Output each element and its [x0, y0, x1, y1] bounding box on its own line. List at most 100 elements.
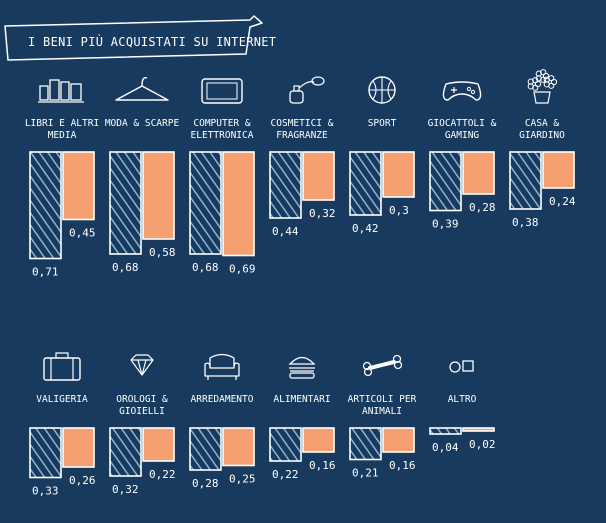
bar-orange — [142, 151, 175, 240]
category-group: CASA &GIARDINO 0,38 0,24 — [509, 69, 576, 229]
bar-orange — [542, 151, 575, 189]
category-label: MODA & SCARPE — [105, 118, 180, 129]
value-label-hatched: 0,68 — [192, 261, 219, 274]
value-label-hatched: 0,68 — [112, 261, 139, 274]
category-label: CASA & — [525, 118, 560, 129]
value-label-orange: 0,58 — [149, 246, 176, 259]
category-label: COSMETICI & — [271, 118, 334, 129]
category-label: OROLOGI & — [116, 394, 168, 405]
value-label-orange: 0,02 — [469, 438, 496, 451]
chart-title: I BENI PIÙ ACQUISTATI SU INTERNET — [28, 34, 276, 49]
bar-orange — [382, 427, 415, 453]
gamepad-icon — [442, 81, 482, 101]
value-label-hatched: 0,22 — [272, 468, 299, 481]
category-label: FRAGRANZE — [276, 130, 328, 141]
title-banner: I BENI PIÙ ACQUISTATI SU INTERNET — [4, 15, 276, 61]
value-label-orange: 0,16 — [389, 459, 416, 472]
category-label: ALTRO — [448, 394, 477, 405]
shapes-icon — [449, 360, 474, 373]
bar-hatched — [269, 151, 302, 219]
hanger-icon — [115, 76, 169, 101]
bar-hatched — [269, 427, 302, 462]
bar-hatched — [109, 427, 142, 477]
value-label-hatched: 0,39 — [432, 218, 459, 231]
category-label: ARTICOLI PER — [348, 394, 417, 405]
category-label: ARREDAMENTO — [191, 394, 254, 405]
category-group: VALIGERIA 0,33 0,26 — [29, 352, 96, 498]
bar-hatched — [189, 151, 222, 255]
value-label-hatched: 0,21 — [352, 467, 379, 480]
bar-hatched — [29, 151, 62, 260]
bar-hatched — [509, 151, 542, 210]
value-label-orange: 0,32 — [309, 207, 336, 220]
category-group: GIOCATTOLI &GAMING 0,39 0,28 — [428, 81, 497, 231]
category-group: COMPUTER &ELETTRONICA 0,68 0,69 — [189, 78, 256, 276]
bar-orange — [62, 151, 95, 221]
bar-orange — [62, 427, 95, 468]
category-label: LIBRI E ALTRI — [25, 118, 99, 129]
bar-orange — [142, 427, 175, 462]
category-label: MEDIA — [48, 130, 77, 141]
value-label-hatched: 0,33 — [32, 485, 59, 498]
bar-orange — [222, 151, 255, 257]
category-label: SPORT — [368, 118, 397, 129]
category-group: SPORT 0,42 0,3 — [349, 76, 415, 235]
value-label-orange: 0,24 — [549, 195, 576, 208]
bar-hatched — [189, 427, 222, 471]
category-label: GIOCATTOLI & — [428, 118, 497, 129]
value-label-orange: 0,28 — [469, 201, 496, 214]
bar-hatched — [349, 427, 382, 461]
category-group: MODA & SCARPE 0,68 0,58 — [105, 76, 180, 274]
value-label-hatched: 0,42 — [352, 222, 379, 235]
value-label-hatched: 0,38 — [512, 216, 539, 229]
burger-icon — [288, 356, 316, 379]
bar-orange — [462, 151, 495, 195]
bar-hatched — [429, 427, 462, 435]
category-group: ARREDAMENTO 0,28 0,25 — [189, 353, 256, 490]
flowers-icon — [527, 69, 558, 104]
value-label-hatched: 0,32 — [112, 483, 139, 496]
value-label-orange: 0,16 — [309, 459, 336, 472]
category-group: OROLOGI &GIOIELLI 0,32 0,22 — [109, 354, 176, 496]
bone-icon — [362, 354, 403, 377]
bar-orange — [302, 427, 335, 453]
category-label: VALIGERIA — [36, 394, 88, 405]
category-label: ELETTRONICA — [191, 130, 254, 141]
bar-orange — [302, 151, 335, 201]
category-label: COMPUTER & — [193, 118, 250, 129]
value-label-orange: 0,69 — [229, 263, 256, 276]
books-icon — [38, 79, 84, 103]
value-label-orange: 0,26 — [69, 474, 96, 487]
tablet-icon — [201, 78, 243, 104]
bar-hatched — [109, 151, 142, 255]
armchair-icon — [204, 353, 240, 380]
category-group: ALTRO 0,04 0,02 — [429, 360, 496, 454]
value-label-hatched: 0,44 — [272, 225, 299, 238]
bar-orange — [222, 427, 255, 467]
bar-orange — [382, 151, 415, 198]
suitcase-icon — [43, 352, 81, 381]
basketball-icon — [368, 76, 396, 104]
bar-hatched — [349, 151, 382, 216]
category-label: ALIMENTARI — [273, 394, 330, 405]
bar-hatched — [429, 151, 462, 212]
category-group: COSMETICI &FRAGRANZE 0,44 0,32 — [269, 76, 336, 238]
value-label-hatched: 0,71 — [32, 266, 59, 279]
perfume-icon — [289, 76, 325, 104]
diamond-icon — [130, 354, 154, 376]
value-label-orange: 0,45 — [69, 227, 96, 240]
category-label: GIARDINO — [519, 130, 565, 141]
category-label: GAMING — [445, 130, 480, 141]
category-label: GIOIELLI — [119, 406, 165, 417]
value-label-orange: 0,22 — [149, 468, 176, 481]
value-label-hatched: 0,04 — [432, 441, 459, 454]
bar-hatched — [29, 427, 62, 479]
value-label-orange: 0,3 — [389, 204, 409, 217]
value-label-orange: 0,25 — [229, 473, 256, 486]
bar-orange — [462, 427, 495, 432]
value-label-hatched: 0,28 — [192, 477, 219, 490]
